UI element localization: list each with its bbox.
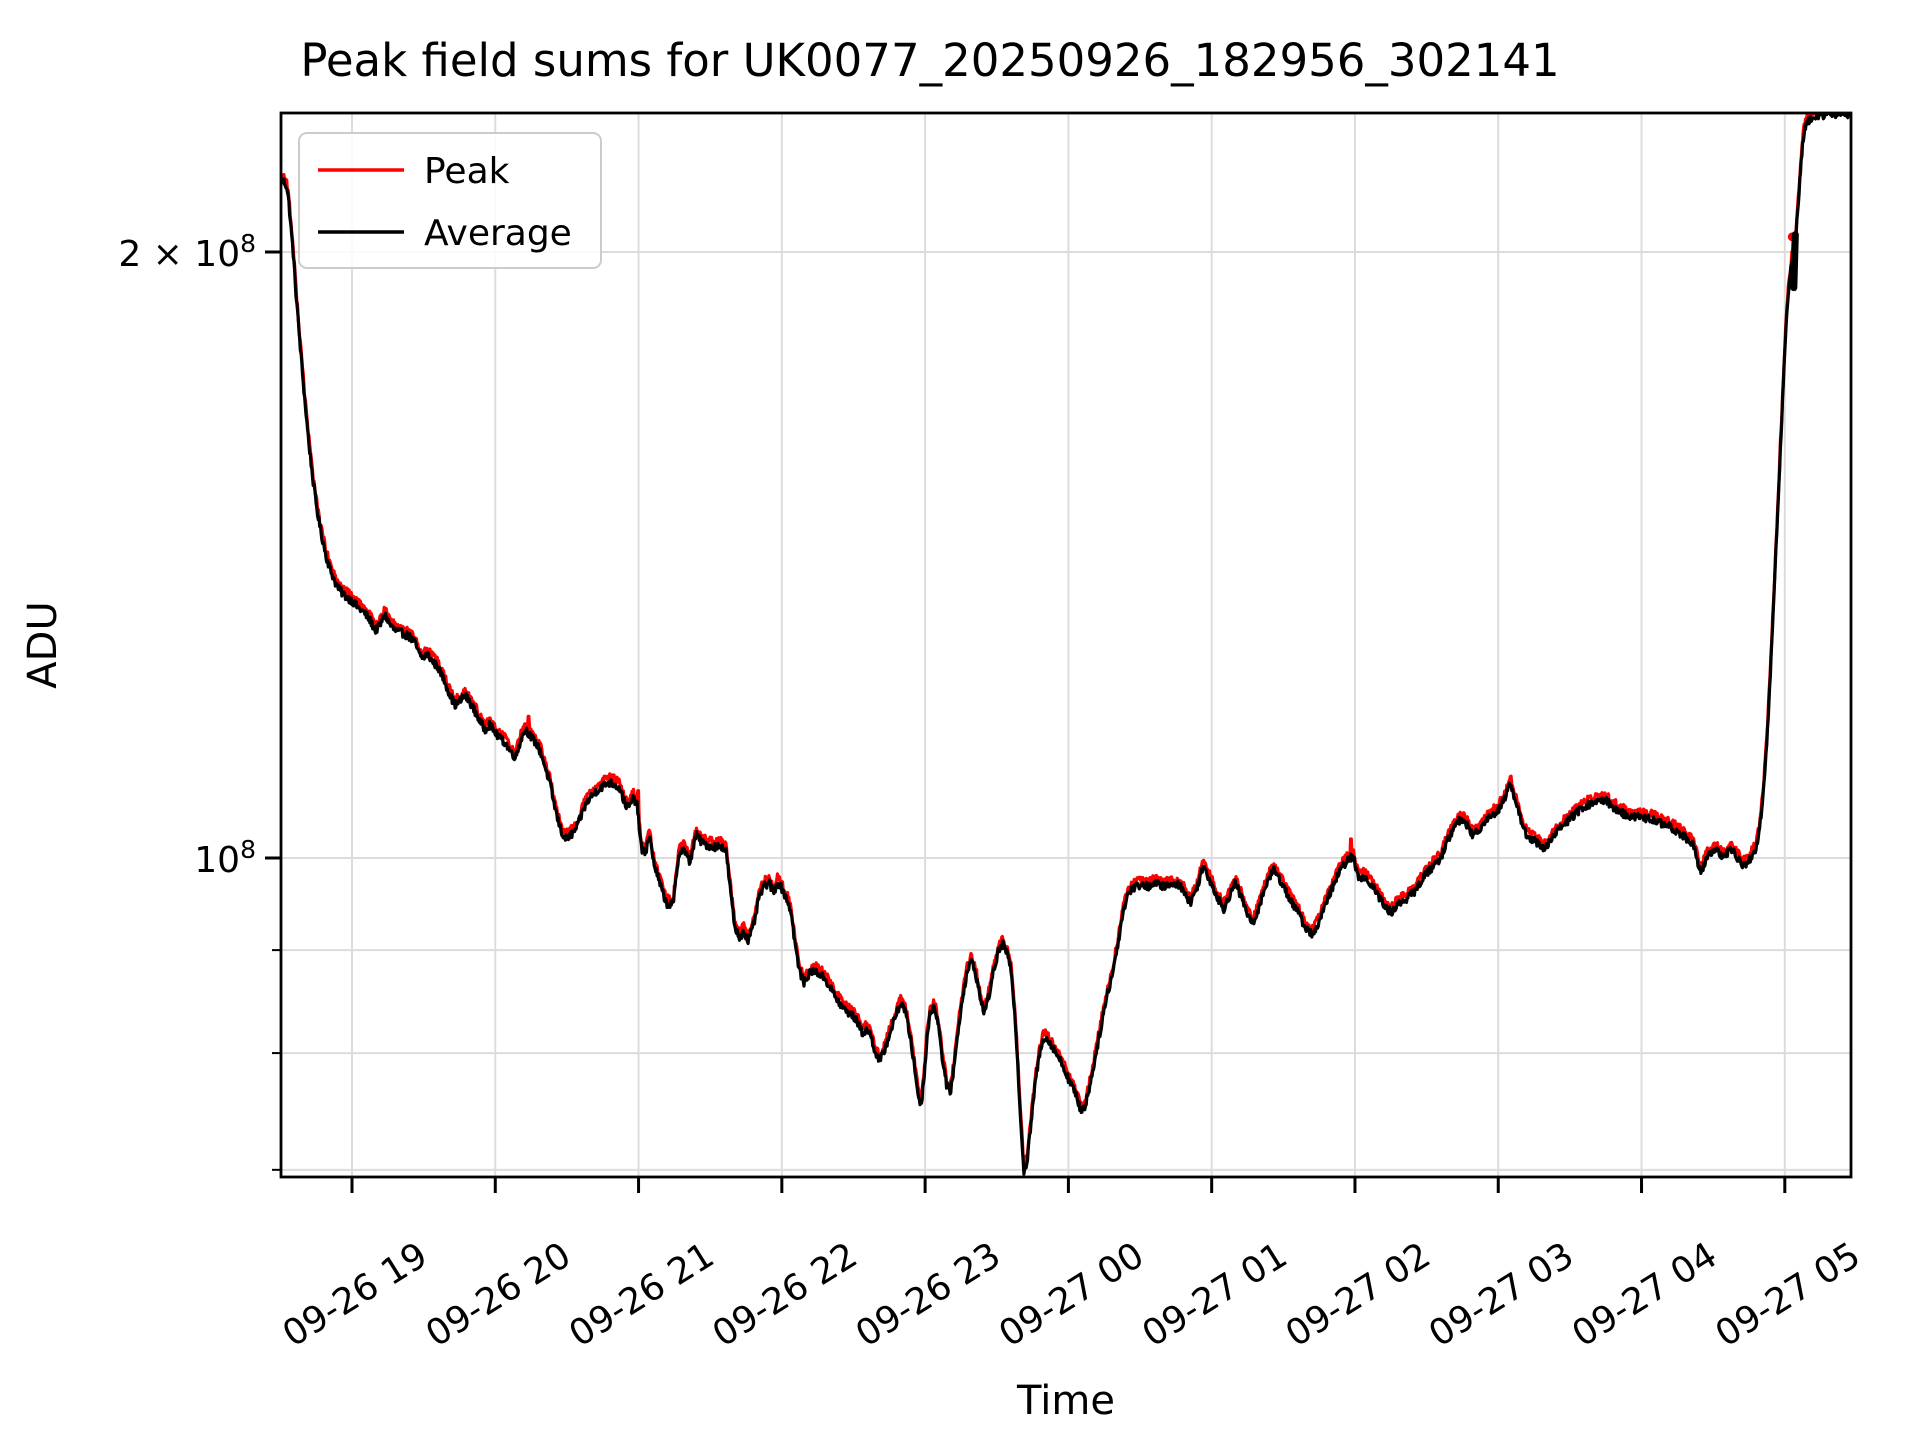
x-tick-label: 09-26 22 [706,1235,865,1356]
x-tick-label: 09-27 05 [1709,1235,1868,1356]
y-tick-1e8: 108 [194,835,256,881]
x-tick-label: 09-26 20 [419,1235,578,1356]
legend-label-average: Average [424,213,572,254]
glitch-black-blob [1790,231,1799,292]
x-tick-label: 09-26 21 [562,1235,721,1356]
x-tick-label: 09-26 19 [276,1235,435,1356]
legend: Peak Average [298,132,602,269]
plot-border [279,111,1853,1179]
x-tick-label: 09-27 03 [1422,1235,1581,1356]
y-axis-label: ADU [20,601,66,688]
x-tick-label: 09-27 04 [1565,1235,1724,1356]
x-tick-label: 09-27 00 [992,1235,1151,1356]
chart-title: Peak field sums for UK0077_20250926_1829… [300,34,1559,87]
legend-label-peak: Peak [424,151,510,192]
axes [265,111,1853,1193]
gridlines [281,113,1851,1177]
x-tick-label: 09-26 23 [849,1235,1008,1356]
series-layer [281,113,1851,1176]
x-axis-label: Time [1016,1378,1115,1424]
x-tick-label: 09-27 02 [1279,1235,1438,1356]
y-tick-2e8: 2 × 108 [118,229,256,275]
x-tick-label: 09-27 01 [1135,1235,1294,1356]
average-line [281,113,1851,1176]
legend-box [298,132,602,269]
